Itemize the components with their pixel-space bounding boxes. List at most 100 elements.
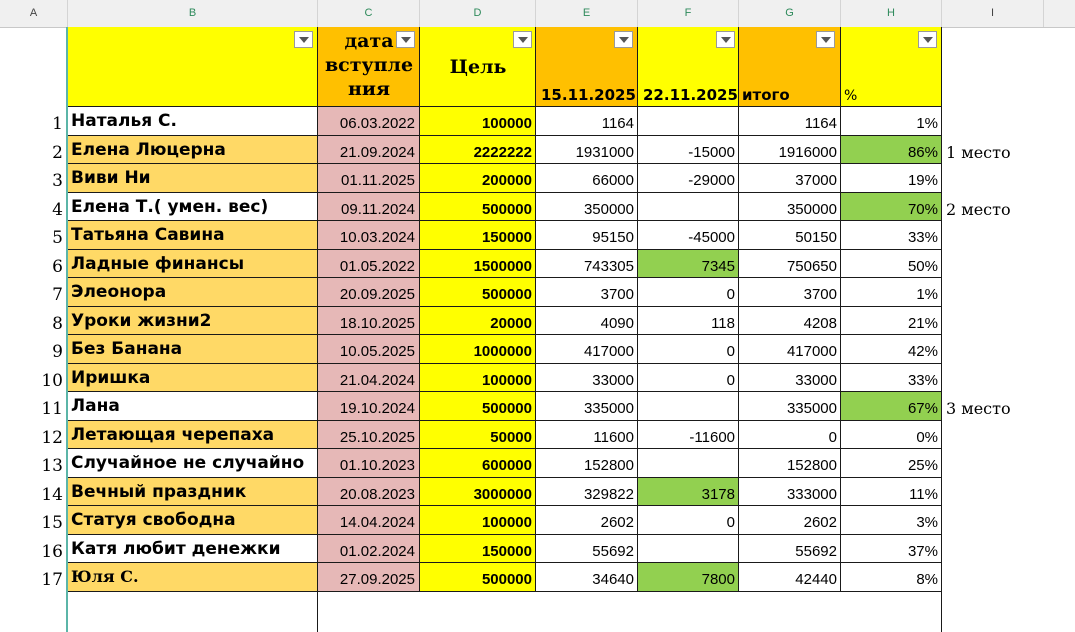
- week2-value-cell[interactable]: -15000: [638, 136, 739, 164]
- total-cell[interactable]: 2602: [739, 506, 841, 535]
- total-cell[interactable]: 37000: [739, 164, 841, 193]
- date-joined-cell[interactable]: 14.04.2024: [318, 506, 420, 535]
- place-label[interactable]: 1 место: [946, 143, 1011, 162]
- goal-cell[interactable]: 150000: [420, 221, 536, 250]
- goal-cell[interactable]: 1000000: [420, 335, 536, 364]
- place-label[interactable]: [942, 221, 1075, 250]
- percent-cell[interactable]: 19%: [841, 164, 942, 193]
- participant-name-cell[interactable]: Летающая черепаха: [68, 421, 318, 449]
- column-letter-e[interactable]: E: [536, 0, 638, 27]
- date-joined-cell[interactable]: 10.05.2025: [318, 335, 420, 364]
- header-cell-total[interactable]: итого: [739, 27, 841, 107]
- date-joined-cell[interactable]: 01.11.2025: [318, 164, 420, 193]
- percent-cell[interactable]: 86%: [841, 136, 942, 164]
- week2-value-cell[interactable]: -11600: [638, 421, 739, 449]
- goal-cell[interactable]: 500000: [420, 392, 536, 421]
- week1-value-cell[interactable]: 11600: [536, 421, 638, 449]
- week1-value-cell[interactable]: 417000: [536, 335, 638, 364]
- week1-value-cell[interactable]: 743305: [536, 250, 638, 278]
- goal-cell[interactable]: 150000: [420, 535, 536, 563]
- date-joined-cell[interactable]: 21.04.2024: [318, 364, 420, 392]
- place-label[interactable]: [942, 107, 1075, 136]
- row-number[interactable]: 14: [0, 478, 68, 506]
- total-cell[interactable]: 42440: [739, 563, 841, 592]
- percent-cell[interactable]: 8%: [841, 563, 942, 592]
- total-cell[interactable]: 0: [739, 421, 841, 449]
- participant-name-cell[interactable]: Катя любит денежки: [68, 535, 318, 563]
- week2-value-cell[interactable]: -29000: [638, 164, 739, 193]
- participant-name-cell[interactable]: Виви Ни: [68, 164, 318, 193]
- participant-name-cell[interactable]: Элеонора: [68, 278, 318, 307]
- week1-value-cell[interactable]: 33000: [536, 364, 638, 392]
- place-label[interactable]: 3 место: [946, 399, 1011, 418]
- week2-value-cell[interactable]: 118: [638, 307, 739, 335]
- goal-cell[interactable]: 100000: [420, 506, 536, 535]
- place-label[interactable]: [942, 335, 1075, 364]
- filter-dropdown-icon[interactable]: [294, 31, 313, 48]
- week2-value-cell[interactable]: [638, 392, 739, 421]
- week2-value-cell[interactable]: 3178: [638, 478, 739, 506]
- filter-dropdown-icon[interactable]: [918, 31, 937, 48]
- total-cell[interactable]: 417000: [739, 335, 841, 364]
- week1-value-cell[interactable]: 329822: [536, 478, 638, 506]
- goal-cell[interactable]: 600000: [420, 449, 536, 478]
- row-number[interactable]: 4: [0, 193, 68, 221]
- column-letter-g[interactable]: G: [739, 0, 841, 27]
- column-letter-a[interactable]: A: [0, 0, 68, 27]
- participant-name-cell[interactable]: Юля С.: [68, 563, 318, 592]
- header-cell-goal[interactable]: Цель: [420, 27, 536, 107]
- participant-name-cell[interactable]: Наталья С.: [68, 107, 318, 136]
- row-number[interactable]: 11: [0, 392, 68, 421]
- week1-value-cell[interactable]: 1931000: [536, 136, 638, 164]
- date-joined-cell[interactable]: 18.10.2025: [318, 307, 420, 335]
- week2-value-cell[interactable]: 7800: [638, 563, 739, 592]
- participant-name-cell[interactable]: Елена Т.( умен. вес): [68, 193, 318, 221]
- total-cell[interactable]: 750650: [739, 250, 841, 278]
- percent-cell[interactable]: 70%: [841, 193, 942, 221]
- goal-cell[interactable]: 100000: [420, 107, 536, 136]
- date-joined-cell[interactable]: 19.10.2024: [318, 392, 420, 421]
- percent-cell[interactable]: 37%: [841, 535, 942, 563]
- percent-cell[interactable]: 33%: [841, 221, 942, 250]
- week2-value-cell[interactable]: 7345: [638, 250, 739, 278]
- percent-cell[interactable]: 11%: [841, 478, 942, 506]
- place-label[interactable]: [942, 278, 1075, 307]
- participant-name-cell[interactable]: Случайное не случайно: [68, 449, 318, 478]
- header-cell-date[interactable]: дата вступле ния: [318, 27, 420, 107]
- week1-value-cell[interactable]: 1164: [536, 107, 638, 136]
- total-cell[interactable]: 50150: [739, 221, 841, 250]
- filter-dropdown-icon[interactable]: [396, 31, 415, 48]
- filter-dropdown-icon[interactable]: [816, 31, 835, 48]
- percent-cell[interactable]: 25%: [841, 449, 942, 478]
- row-number[interactable]: 13: [0, 449, 68, 478]
- participant-name-cell[interactable]: Статуя свободна: [68, 506, 318, 535]
- week2-value-cell[interactable]: 0: [638, 506, 739, 535]
- row-number[interactable]: 5: [0, 221, 68, 250]
- percent-cell[interactable]: 21%: [841, 307, 942, 335]
- goal-cell[interactable]: 50000: [420, 421, 536, 449]
- place-label[interactable]: [942, 164, 1075, 193]
- participant-name-cell[interactable]: Татьяна Савина: [68, 221, 318, 250]
- row-number[interactable]: 7: [0, 278, 68, 307]
- week2-value-cell[interactable]: [638, 449, 739, 478]
- header-cell-name[interactable]: [68, 27, 318, 107]
- week1-value-cell[interactable]: 34640: [536, 563, 638, 592]
- percent-cell[interactable]: 1%: [841, 278, 942, 307]
- place-label[interactable]: [942, 250, 1075, 278]
- week1-value-cell[interactable]: 4090: [536, 307, 638, 335]
- goal-cell[interactable]: 500000: [420, 278, 536, 307]
- column-letter-b[interactable]: B: [68, 0, 318, 27]
- week2-value-cell[interactable]: 0: [638, 364, 739, 392]
- row-number[interactable]: 16: [0, 535, 68, 563]
- total-cell[interactable]: 333000: [739, 478, 841, 506]
- week1-value-cell[interactable]: 3700: [536, 278, 638, 307]
- week1-value-cell[interactable]: 152800: [536, 449, 638, 478]
- header-cell-date-1[interactable]: 15.11.2025: [536, 27, 638, 107]
- participant-name-cell[interactable]: Уроки жизни2: [68, 307, 318, 335]
- date-joined-cell[interactable]: 20.08.2023: [318, 478, 420, 506]
- place-label[interactable]: [942, 449, 1075, 478]
- goal-cell[interactable]: 2222222: [420, 136, 536, 164]
- date-joined-cell[interactable]: 09.11.2024: [318, 193, 420, 221]
- row-number[interactable]: 9: [0, 335, 68, 364]
- header-cell-date-2[interactable]: 22.11.2025: [638, 27, 739, 107]
